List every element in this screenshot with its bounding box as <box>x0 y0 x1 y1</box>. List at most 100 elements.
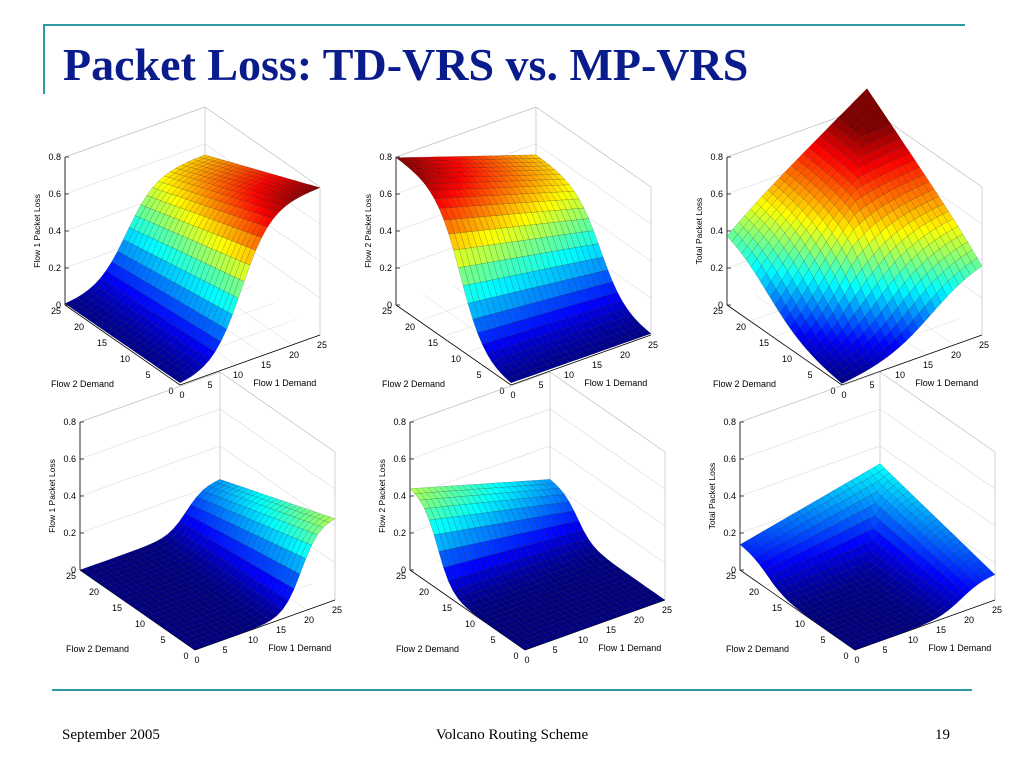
y-tick-label: 5 <box>476 370 481 380</box>
z-tick-label: 0.6 <box>393 454 406 464</box>
surface-cell <box>849 644 862 651</box>
x-tick-label: 15 <box>592 360 602 370</box>
y-tick-label: 25 <box>382 306 392 316</box>
box-top-edge <box>879 371 996 453</box>
wall-gridline <box>739 445 996 527</box>
x-tick-label: 20 <box>951 350 961 360</box>
y-tick-label: 5 <box>145 370 150 380</box>
z-tick-label: 0.6 <box>63 454 76 464</box>
bottom-accent-line <box>52 689 972 691</box>
surface-cell <box>174 376 187 384</box>
x-axis-line <box>841 334 983 386</box>
y-tick-label: 20 <box>419 587 429 597</box>
z-axis-label: Flow 1 Packet Loss <box>47 459 57 533</box>
surface-cell <box>519 644 532 651</box>
surface-cell <box>836 376 849 384</box>
y-tick-label: 20 <box>405 322 415 332</box>
y-tick-label: 0 <box>499 386 504 396</box>
z-tick-label: 0.4 <box>379 226 392 236</box>
z-tick-label: 0 <box>401 565 406 575</box>
x-axis-label: Flow 1 Demand <box>253 378 316 388</box>
x-tick-label: 10 <box>578 635 588 645</box>
y-tick-label: 10 <box>782 354 792 364</box>
x-tick-label: 25 <box>979 340 989 350</box>
x-tick-label: 0 <box>510 390 515 400</box>
x-tick-label: 0 <box>841 390 846 400</box>
y-tick-label: 25 <box>396 571 406 581</box>
x-tick-label: 25 <box>662 605 672 615</box>
x-tick-label: 0 <box>179 390 184 400</box>
box-top-edge <box>64 106 206 158</box>
z-axis-label: Flow 1 Packet Loss <box>32 194 42 268</box>
x-tick-label: 10 <box>908 635 918 645</box>
z-tick-label: 0.6 <box>723 454 736 464</box>
x-tick-label: 0 <box>854 655 859 665</box>
y-tick-label: 10 <box>795 619 805 629</box>
y-axis-label: Flow 2 Demand <box>382 379 445 389</box>
x-axis-label: Flow 1 Demand <box>915 378 978 388</box>
x-axis-line <box>179 334 321 386</box>
z-tick-label: 0.8 <box>710 152 723 162</box>
z-tick-label: 0.8 <box>379 152 392 162</box>
y-tick-label: 15 <box>428 338 438 348</box>
y-tick-label: 0 <box>843 651 848 661</box>
y-axis-label: Flow 2 Demand <box>396 644 459 654</box>
wall-gridline <box>79 445 336 527</box>
z-tick-label: 0.4 <box>710 226 723 236</box>
surface-mesh <box>64 154 321 384</box>
box-top-edge <box>219 371 336 453</box>
x-tick-label: 10 <box>233 370 243 380</box>
x-tick-label: 20 <box>964 615 974 625</box>
surface-mesh <box>395 154 652 384</box>
y-tick-label: 15 <box>759 338 769 348</box>
x-axis-label: Flow 1 Demand <box>584 378 647 388</box>
y-tick-label: 5 <box>160 635 165 645</box>
y-tick-label: 15 <box>97 338 107 348</box>
x-tick-label: 25 <box>332 605 342 615</box>
x-tick-label: 10 <box>895 370 905 380</box>
z-tick-label: 0 <box>387 300 392 310</box>
x-tick-label: 25 <box>992 605 1002 615</box>
y-tick-label: 25 <box>66 571 76 581</box>
y-tick-label: 10 <box>465 619 475 629</box>
z-tick-label: 0 <box>71 565 76 575</box>
wall-gridline <box>79 408 336 490</box>
z-axis-label: Flow 2 Packet Loss <box>377 459 387 533</box>
footer-presentation-title: Volcano Routing Scheme <box>435 727 589 743</box>
z-tick-label: 0.4 <box>723 491 736 501</box>
y-tick-label: 0 <box>168 386 173 396</box>
z-tick-label: 0.6 <box>710 189 723 199</box>
x-tick-label: 5 <box>207 380 212 390</box>
z-tick-label: 0 <box>718 300 723 310</box>
x-tick-label: 0 <box>524 655 529 665</box>
z-axis-label: Total Packet Loss <box>694 198 704 265</box>
x-tick-label: 15 <box>923 360 933 370</box>
box-top-edge <box>409 371 551 423</box>
x-tick-label: 25 <box>648 340 658 350</box>
y-axis-line <box>726 304 843 386</box>
x-tick-label: 5 <box>538 380 543 390</box>
y-tick-label: 5 <box>807 370 812 380</box>
footer-page-number: 19 <box>935 727 950 743</box>
surface-mesh <box>409 479 666 651</box>
x-tick-label: 15 <box>276 625 286 635</box>
y-tick-label: 5 <box>820 635 825 645</box>
y-tick-label: 0 <box>513 651 518 661</box>
box-top-edge <box>535 106 652 188</box>
surface-cell <box>189 644 202 651</box>
y-tick-label: 25 <box>713 306 723 316</box>
z-tick-label: 0 <box>731 565 736 575</box>
box-top-edge <box>739 371 881 423</box>
left-accent-line <box>43 26 45 94</box>
box-top-edge <box>204 106 321 188</box>
y-tick-label: 5 <box>490 635 495 645</box>
z-tick-label: 0.6 <box>48 189 61 199</box>
top-accent-line <box>43 24 965 26</box>
y-tick-label: 25 <box>51 306 61 316</box>
x-tick-label: 15 <box>606 625 616 635</box>
y-tick-label: 25 <box>726 571 736 581</box>
